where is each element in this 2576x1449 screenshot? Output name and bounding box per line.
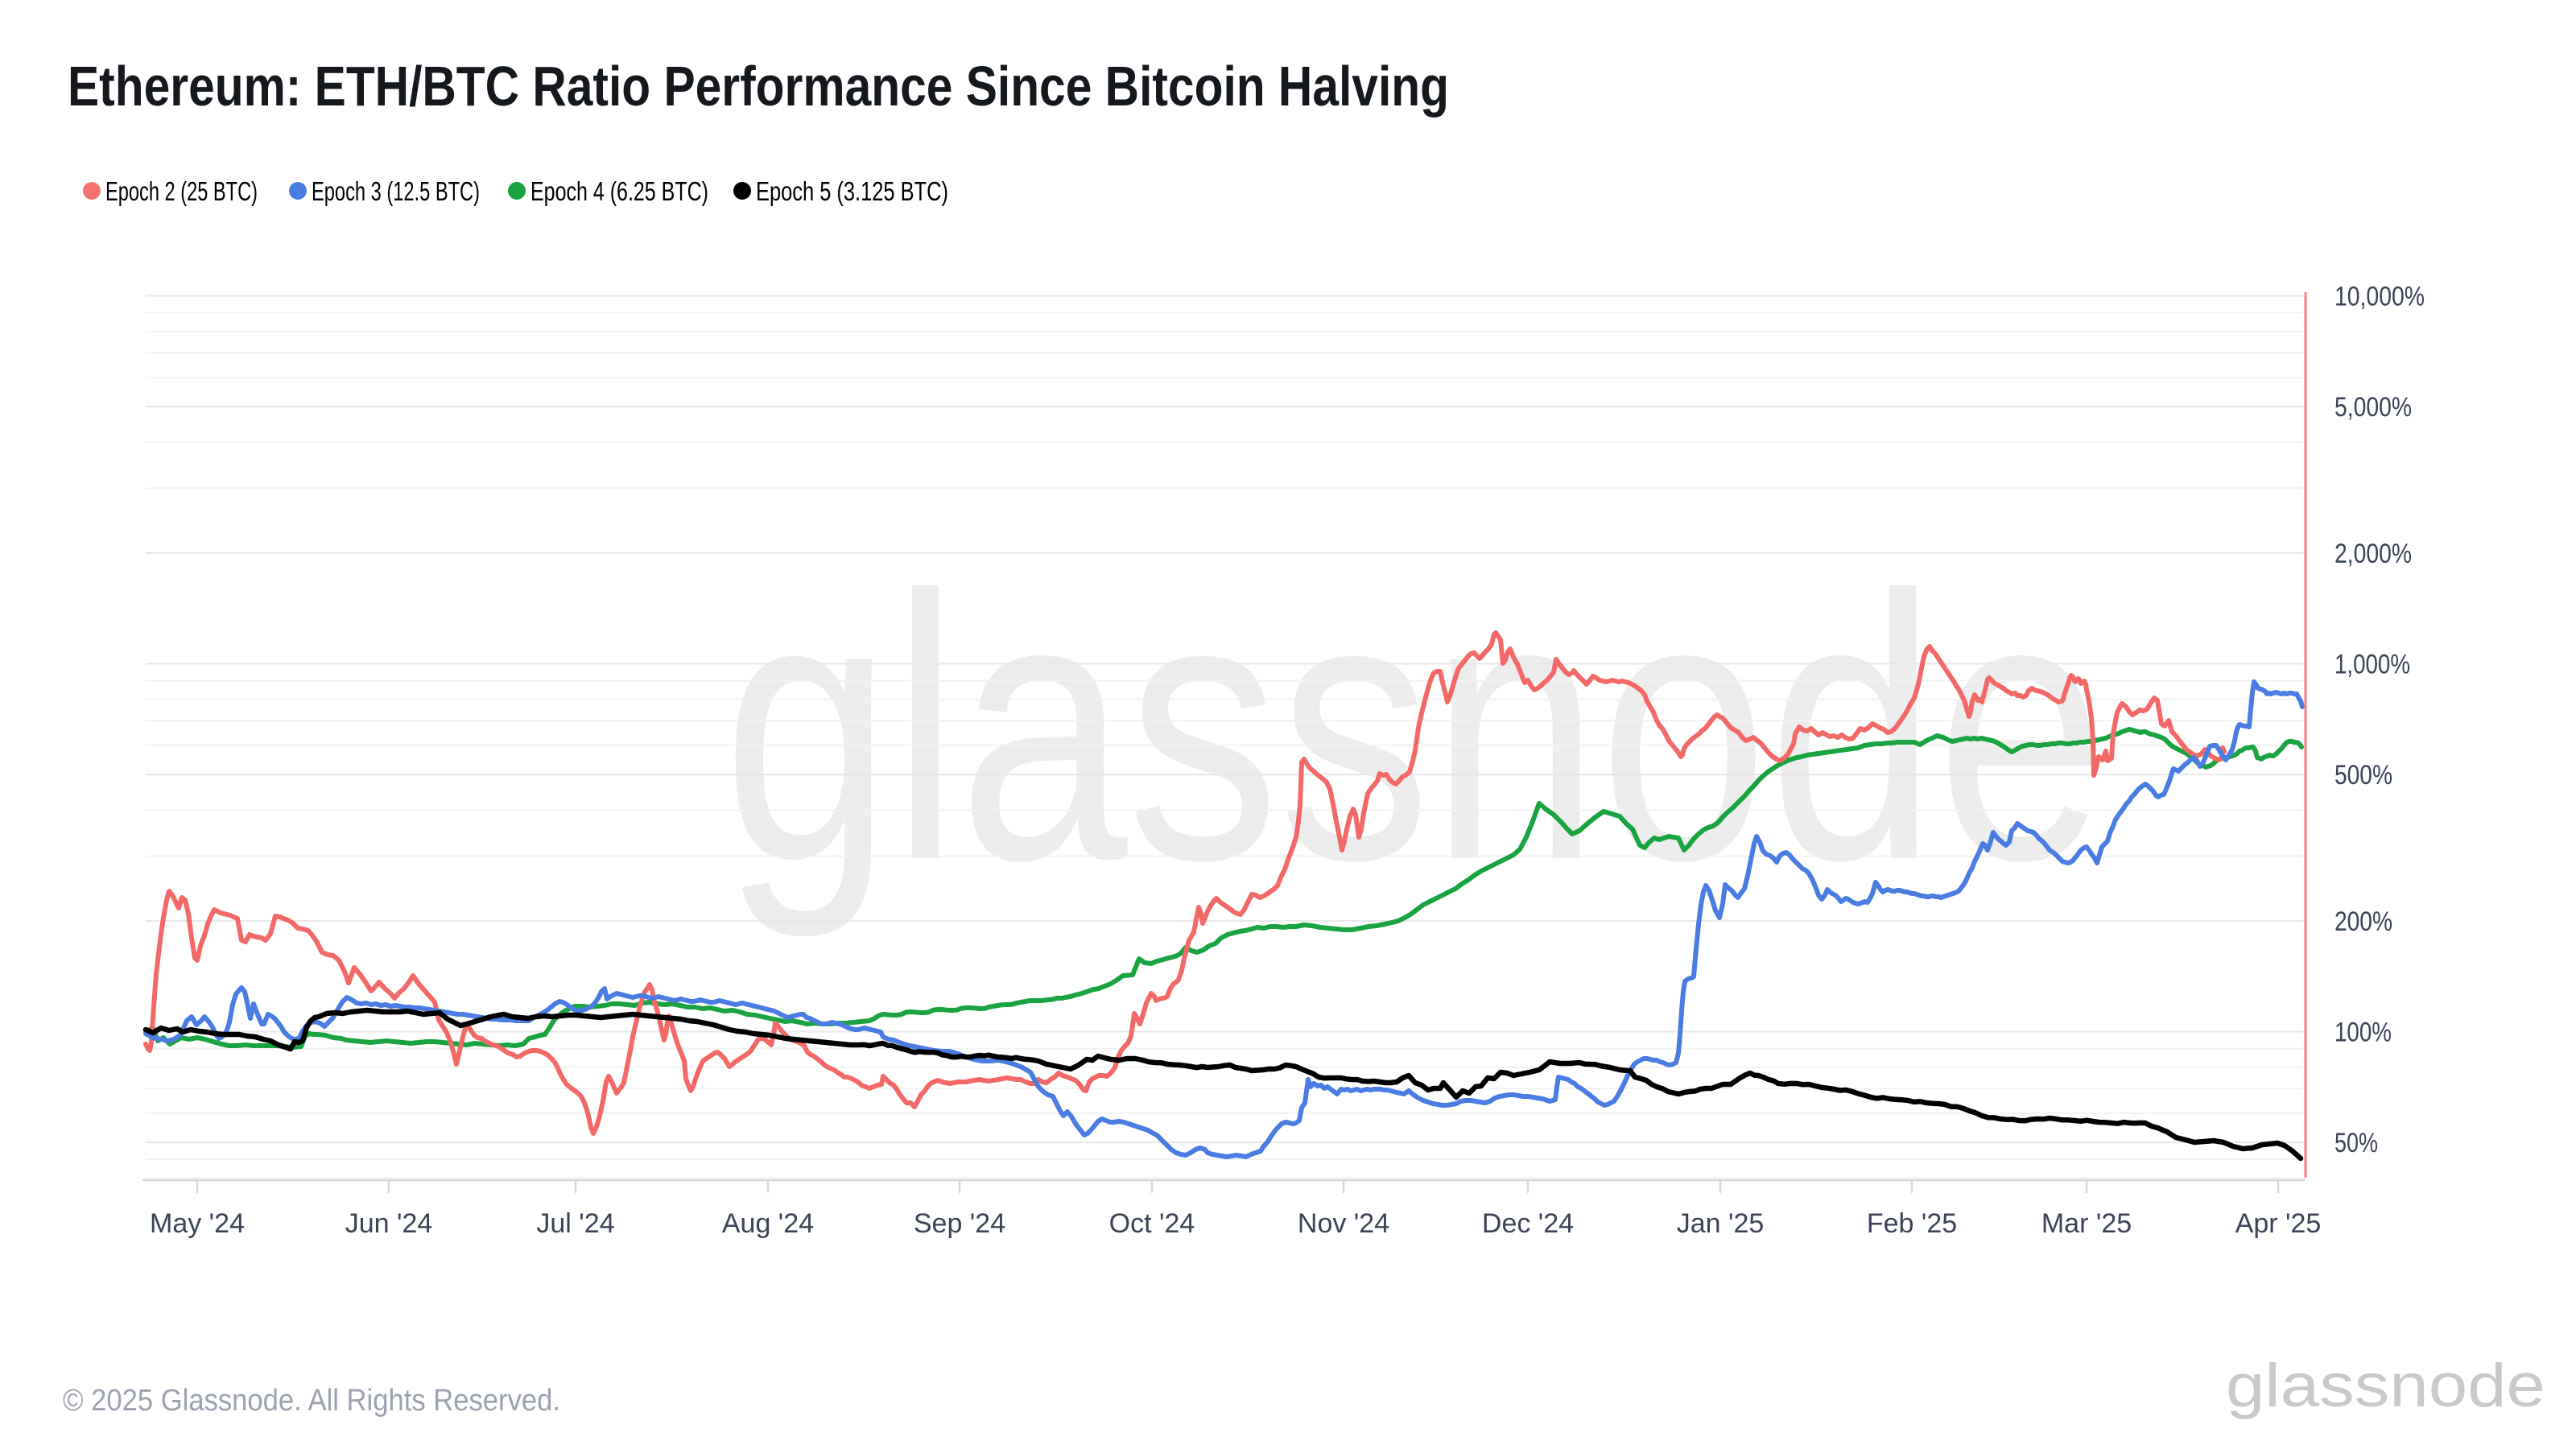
svg-text:100%: 100%	[2334, 1018, 2392, 1048]
svg-text:Sep '24: Sep '24	[914, 1208, 1005, 1239]
svg-text:500%: 500%	[2334, 760, 2392, 791]
svg-text:Feb '25: Feb '25	[1867, 1208, 1957, 1239]
svg-text:50%: 50%	[2334, 1128, 2378, 1158]
svg-text:Jan '25: Jan '25	[1677, 1208, 1765, 1239]
svg-text:Ethereum: ETH/BTC Ratio Perfor: Ethereum: ETH/BTC Ratio Performance Sinc…	[68, 55, 1449, 118]
svg-text:Mar '25: Mar '25	[2041, 1208, 2132, 1239]
svg-text:Epoch 2 (25 BTC): Epoch 2 (25 BTC)	[105, 176, 258, 206]
svg-text:5,000%: 5,000%	[2334, 392, 2412, 423]
svg-text:1,000%: 1,000%	[2334, 650, 2410, 680]
svg-text:May '24: May '24	[150, 1208, 245, 1239]
svg-text:Apr '25: Apr '25	[2235, 1208, 2322, 1239]
svg-text:Epoch 5 (3.125 BTC): Epoch 5 (3.125 BTC)	[756, 176, 948, 206]
svg-text:© 2025 Glassnode. All Rights R: © 2025 Glassnode. All Rights Reserved.	[63, 1384, 560, 1418]
svg-text:2,000%: 2,000%	[2334, 539, 2412, 569]
svg-text:Jul '24: Jul '24	[536, 1208, 614, 1239]
svg-text:glassnode: glassnode	[2226, 1352, 2545, 1420]
svg-text:200%: 200%	[2334, 906, 2392, 937]
svg-text:Nov '24: Nov '24	[1298, 1208, 1389, 1239]
svg-text:Aug '24: Aug '24	[722, 1208, 814, 1239]
svg-text:Jun '24: Jun '24	[345, 1208, 433, 1239]
svg-text:10,000%: 10,000%	[2334, 282, 2425, 312]
svg-text:Epoch 4 (6.25 BTC): Epoch 4 (6.25 BTC)	[530, 176, 708, 206]
svg-text:Dec '24: Dec '24	[1482, 1208, 1574, 1239]
svg-text:Oct '24: Oct '24	[1109, 1208, 1195, 1239]
svg-text:glassnode: glassnode	[723, 518, 2105, 940]
svg-text:Epoch 3 (12.5 BTC): Epoch 3 (12.5 BTC)	[312, 176, 480, 206]
